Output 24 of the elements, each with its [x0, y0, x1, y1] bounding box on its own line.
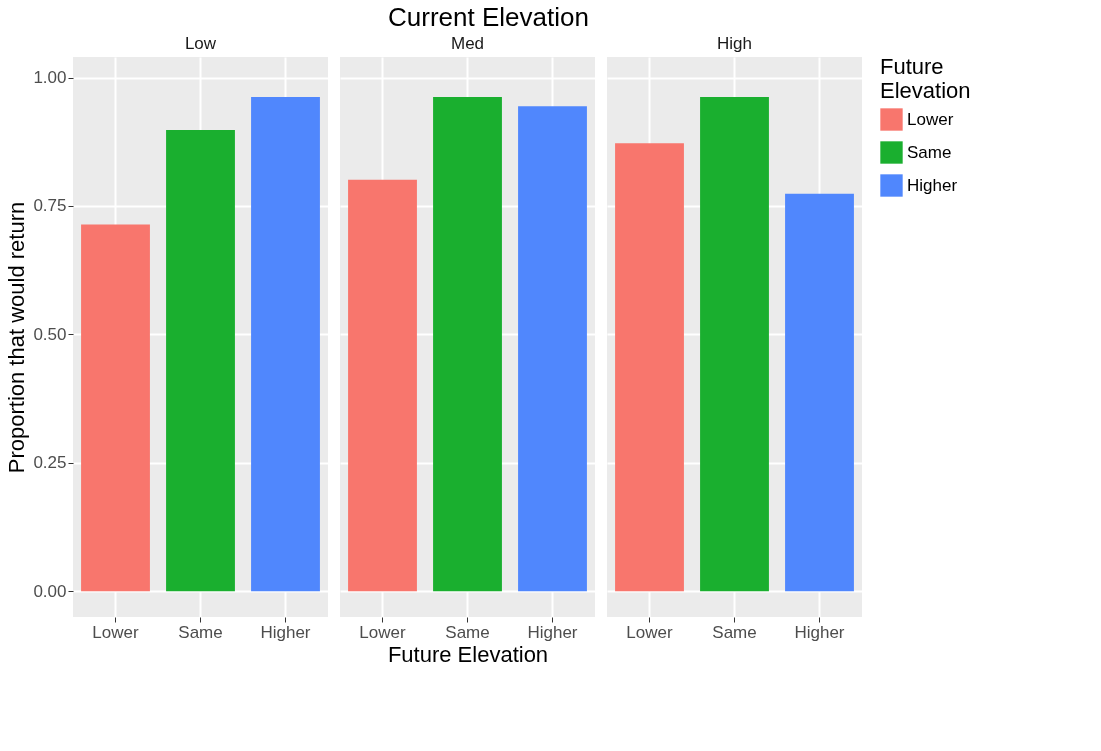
y-tick-label: 0.50: [33, 324, 67, 344]
x-tick-label: Higher: [794, 622, 845, 642]
chart-subtitle: High: [717, 34, 752, 53]
y-tick-label: 0.25: [33, 453, 67, 473]
x-tick-label: Higher: [260, 622, 311, 642]
y-tick-label: 0.75: [33, 196, 67, 216]
legend-label: Higher: [907, 175, 958, 195]
chart-subtitle: Low: [184, 34, 217, 53]
x-tick-label: Lower: [359, 622, 406, 642]
x-axis-title: Future Elevation: [387, 641, 549, 667]
x-tick-label: Lower: [92, 622, 139, 642]
y-tick-label: 0.00: [33, 581, 67, 601]
x-tick-label: Same: [445, 622, 490, 642]
chart-subtitle: Med: [450, 34, 485, 53]
legend-label: Same: [907, 142, 952, 162]
y-tick-label: 1.00: [33, 68, 67, 88]
y-axis-title: Proportion that would return: [4, 201, 30, 474]
legend-title: Future Elevation: [880, 54, 971, 103]
chart-title: Current Elevation: [388, 2, 589, 32]
x-tick-label: Same: [178, 622, 223, 642]
x-tick-label: Lower: [626, 622, 673, 642]
legend-label: Lower: [907, 109, 954, 129]
x-tick-label: Same: [712, 622, 757, 642]
x-tick-label: Higher: [527, 622, 578, 642]
